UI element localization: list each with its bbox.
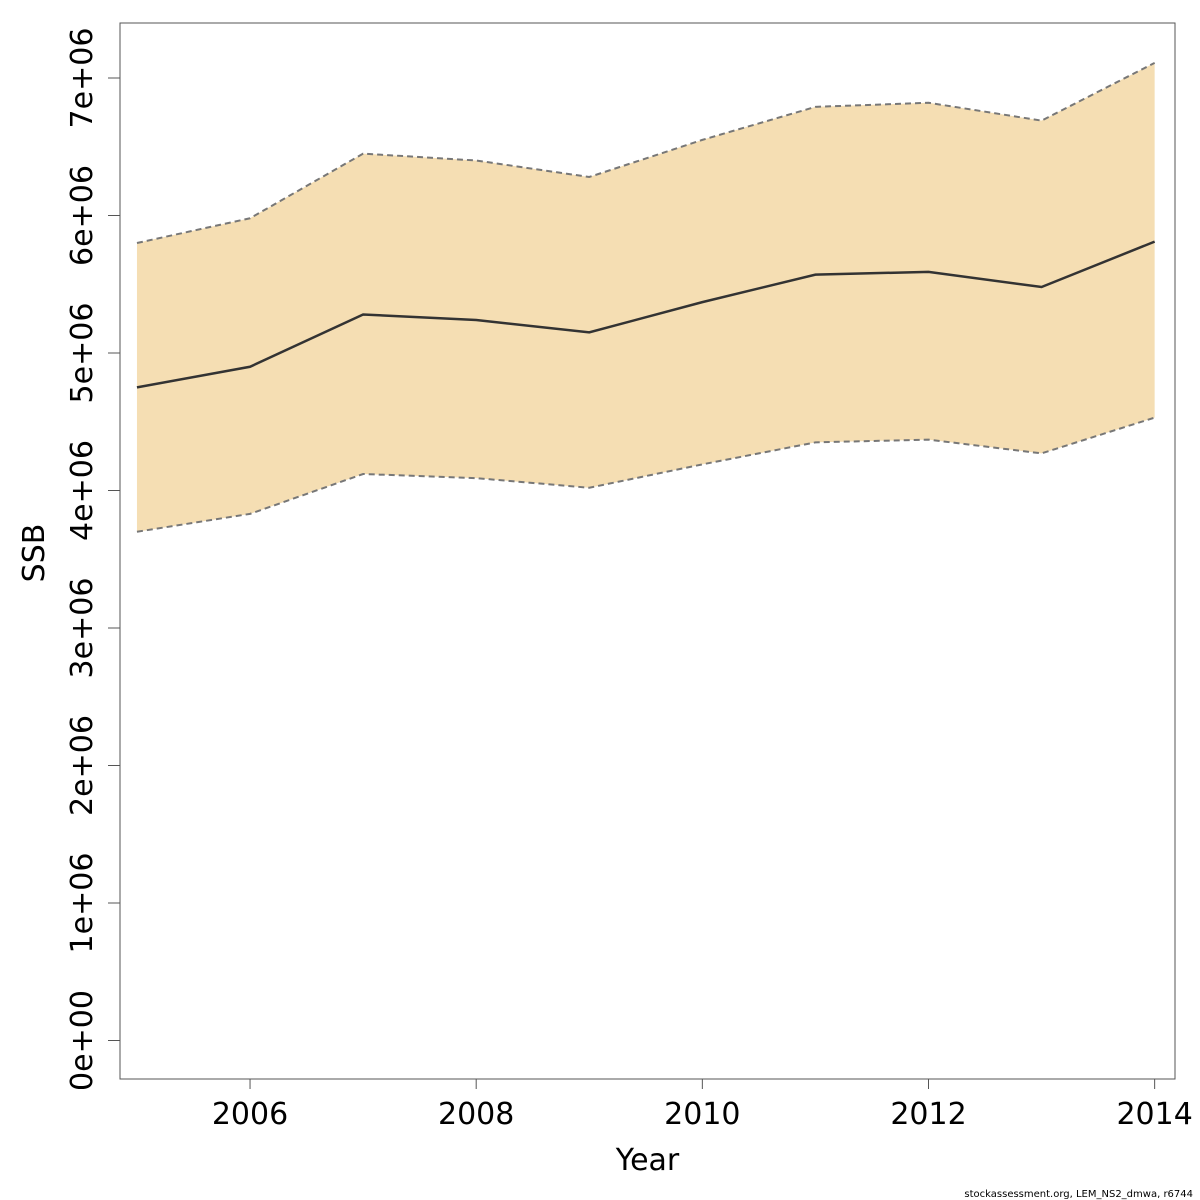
y-tick-label: 1e+06: [65, 853, 100, 954]
upper-bound-line: [136, 61, 1156, 244]
y-tick-label: 6e+06: [65, 165, 100, 266]
x-tick-label: 2010: [664, 1097, 740, 1132]
x-tick-label: 2008: [438, 1097, 514, 1132]
x-axis-title: Year: [615, 1143, 680, 1178]
estimate-line: [136, 240, 1156, 389]
y-tick-label: 4e+06: [65, 440, 100, 541]
x-tick-label: 2014: [1116, 1097, 1192, 1132]
y-axis-title: SSB: [17, 524, 52, 583]
x-tick-label: 2006: [212, 1097, 288, 1132]
y-tick-label: 5e+06: [65, 303, 100, 404]
y-tick-label: 2e+06: [65, 715, 100, 816]
confidence-band: [136, 62, 1155, 532]
confidence-band-layer: [136, 62, 1155, 532]
y-tick-label: 3e+06: [65, 578, 100, 679]
y-tick-label: 0e+00: [65, 990, 100, 1091]
y-axis: 0e+00 1e+06 2e+06 3e+06 4e+06 5e+06 6e+06 7e+06: [65, 28, 120, 1091]
footer-credit: stockassessment.org, LEM_NS2_dmwa, r6744: [964, 1189, 1193, 1200]
series-lines-layer: [136, 61, 1156, 533]
lower-bound-line: [136, 416, 1155, 533]
x-axis: 2006 2008 2010 2012 2014: [212, 1079, 1193, 1132]
plot-frame: [119, 22, 1176, 1080]
x-tick-label: 2012: [890, 1097, 966, 1132]
y-tick-label: 7e+06: [65, 28, 100, 129]
